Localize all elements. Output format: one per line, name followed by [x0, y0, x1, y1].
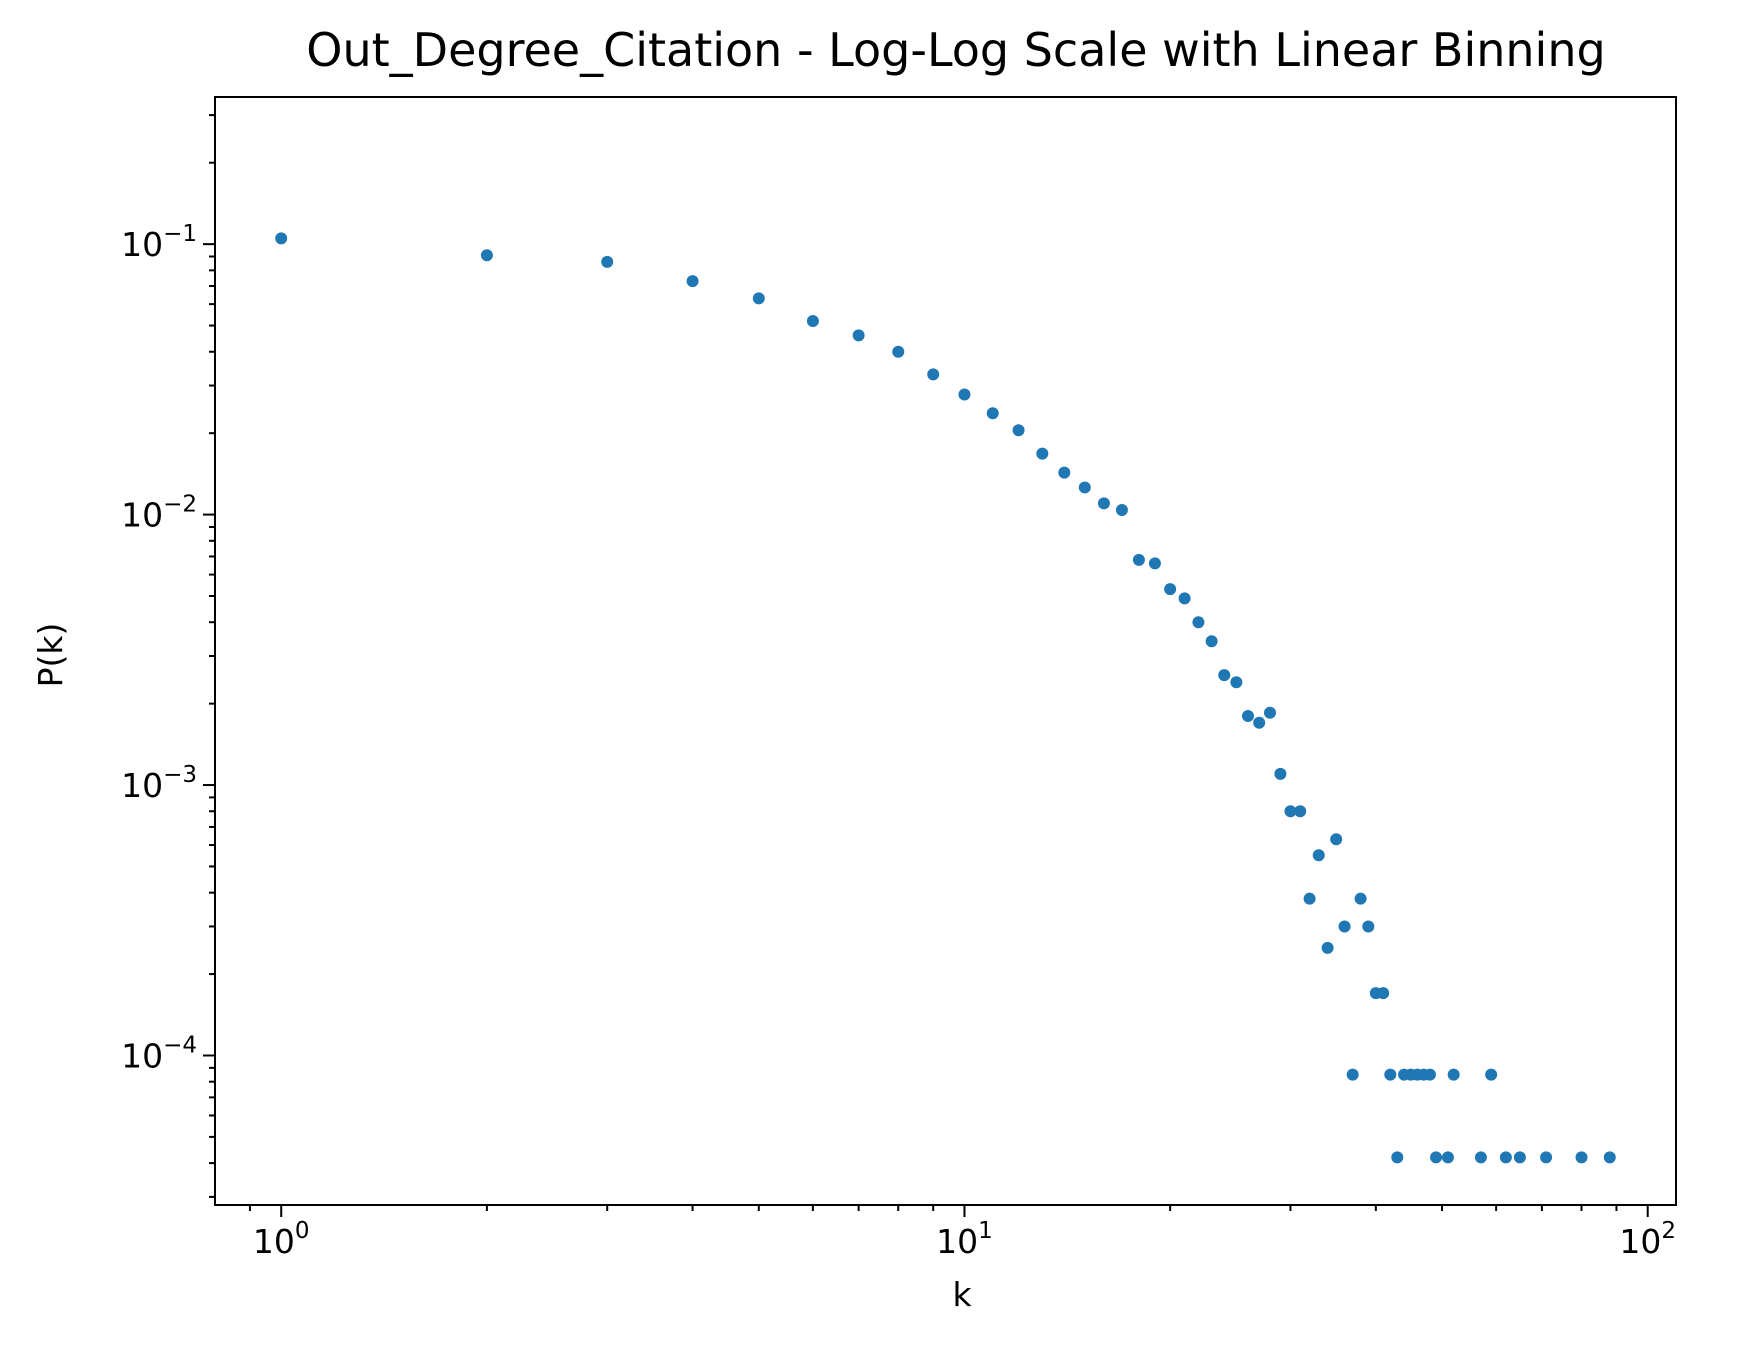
data-point	[601, 255, 614, 268]
data-point	[1036, 447, 1049, 460]
data-point	[1284, 805, 1297, 818]
data-point	[1346, 1068, 1359, 1081]
data-point	[1447, 1068, 1460, 1081]
data-point	[1148, 557, 1161, 570]
x-tick-label: 100	[253, 1218, 310, 1261]
data-point	[1164, 583, 1177, 596]
data-point	[927, 368, 940, 381]
data-point	[1058, 466, 1071, 479]
data-point	[1423, 1068, 1436, 1081]
data-point	[1540, 1151, 1553, 1164]
data-point	[1430, 1151, 1443, 1164]
data-point	[1354, 892, 1367, 905]
data-point	[1241, 709, 1254, 722]
data-point	[752, 292, 765, 305]
data-point	[480, 249, 493, 262]
data-point	[1230, 676, 1243, 689]
data-point	[958, 388, 971, 401]
x-tick-label: 102	[1619, 1218, 1676, 1261]
x-tick-label: 101	[936, 1218, 993, 1261]
data-point	[1253, 716, 1266, 729]
y-axis-label: P(k)	[31, 623, 70, 688]
data-point	[1097, 497, 1110, 510]
data-point	[1012, 424, 1025, 437]
data-point	[1303, 892, 1316, 905]
data-point	[1312, 849, 1325, 862]
data-point	[986, 407, 999, 420]
chart-title: Out_Degree_Citation - Log-Log Scale with…	[306, 23, 1605, 77]
data-point	[1391, 1151, 1404, 1164]
data-point	[1294, 805, 1307, 818]
data-point	[1474, 1151, 1487, 1164]
data-point	[1485, 1068, 1498, 1081]
y-tick-label: 10−3	[121, 762, 197, 805]
data-point	[1274, 767, 1287, 780]
data-point	[806, 314, 819, 327]
data-point	[1321, 941, 1334, 954]
data-point	[1377, 987, 1390, 1000]
data-point	[686, 275, 699, 288]
x-axis-label: k	[952, 1275, 972, 1314]
axis-ticks: 100 101 102 10−1 10−2 10−3 10−4	[121, 114, 1676, 1261]
y-tick-label: 10−2	[121, 492, 197, 535]
data-point	[1132, 553, 1145, 566]
y-tick-label: 10−4	[121, 1032, 197, 1075]
data-point	[1384, 1068, 1397, 1081]
data-point	[1603, 1151, 1616, 1164]
data-point	[1441, 1151, 1454, 1164]
data-point	[1338, 920, 1351, 933]
data-point	[1192, 616, 1205, 629]
data-point	[1575, 1151, 1588, 1164]
data-point	[1178, 592, 1191, 605]
y-tick-label: 10−1	[121, 221, 197, 264]
data-point	[1263, 706, 1276, 719]
data-points	[275, 232, 1616, 1164]
data-point	[1078, 481, 1091, 494]
data-point	[1330, 833, 1343, 846]
data-point	[892, 345, 905, 358]
data-point	[1362, 920, 1375, 933]
data-point	[852, 329, 865, 342]
plot-area-frame	[214, 96, 1677, 1206]
data-point	[1513, 1151, 1526, 1164]
data-point	[1499, 1151, 1512, 1164]
data-point	[275, 232, 288, 245]
data-point	[1205, 635, 1218, 648]
data-point	[1218, 669, 1231, 682]
data-point	[1115, 503, 1128, 516]
